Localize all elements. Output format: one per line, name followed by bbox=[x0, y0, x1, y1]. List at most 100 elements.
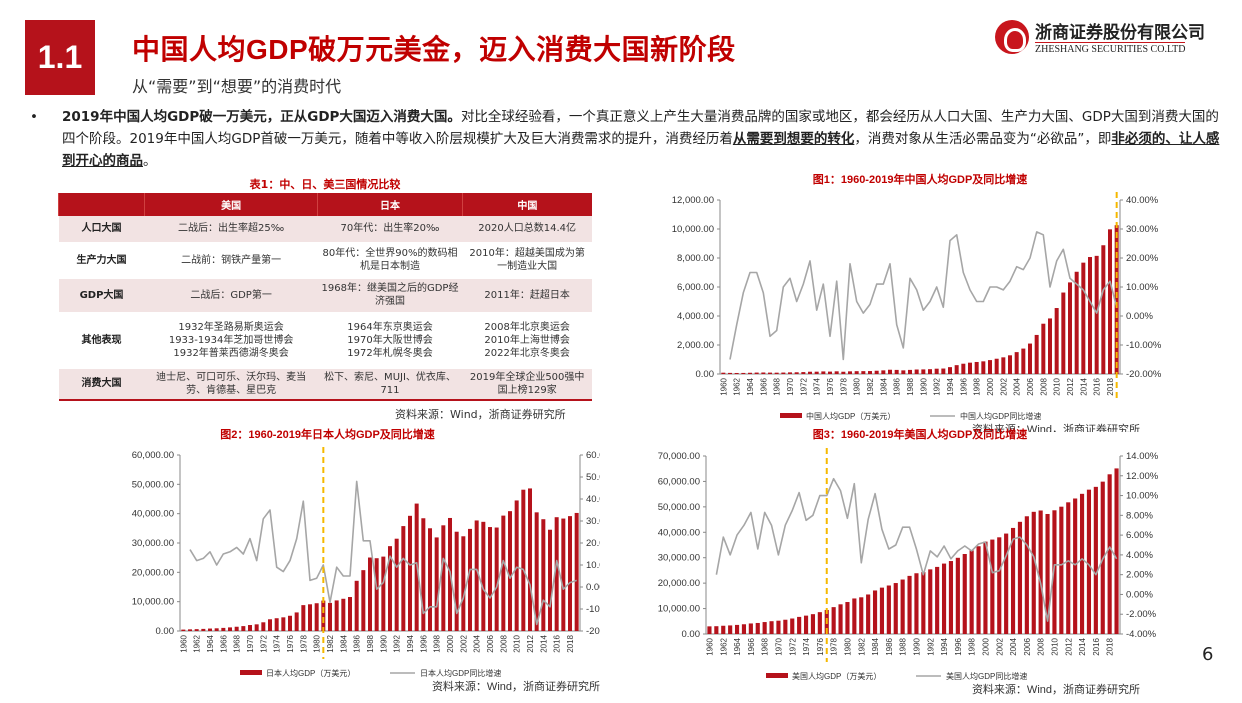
bar bbox=[954, 365, 959, 374]
x-tick-label: 2018 bbox=[1106, 377, 1115, 395]
bar bbox=[845, 602, 850, 634]
bar bbox=[831, 607, 836, 634]
bar bbox=[441, 525, 446, 631]
bar bbox=[1061, 292, 1066, 374]
bar bbox=[914, 573, 919, 634]
bar bbox=[790, 618, 795, 634]
x-tick-label: 1978 bbox=[299, 634, 308, 652]
x-tick-label: 1976 bbox=[826, 377, 835, 395]
bar bbox=[1004, 533, 1009, 634]
x-tick-label: 2012 bbox=[526, 634, 535, 652]
x-tick-label: 1972 bbox=[799, 377, 808, 395]
table-cell: 1932年圣路易斯奥运会 1933-1934年芝加哥世博会 1932年普莱西德湖… bbox=[144, 312, 318, 369]
bar bbox=[314, 603, 319, 631]
page-title: 中国人均GDP破万元美金，迈入消费大国新阶段 bbox=[132, 34, 736, 65]
bar bbox=[1107, 474, 1112, 634]
table-row: 生产力大国 二战前：钢铁产量第一 80年代：全世界90%的数码相机是日本制造 2010… bbox=[58, 242, 592, 279]
y-tick-label: 10,000.00 bbox=[132, 597, 174, 608]
x-tick-label: 2002 bbox=[999, 377, 1008, 395]
bullet-body: 。 bbox=[143, 153, 157, 169]
comparison-table: 美国 日本 中国 人口大国 二战后：出生率超25‰ 70年代：出生率20‰ 2020人… bbox=[58, 193, 592, 401]
bar bbox=[1093, 486, 1098, 634]
bar bbox=[341, 598, 346, 631]
x-tick-label: 2014 bbox=[539, 634, 548, 652]
y2-tick-label: -20.00% bbox=[1126, 369, 1162, 380]
bar bbox=[1079, 493, 1085, 634]
table-cell: 2020人口总数14.4亿 bbox=[462, 216, 592, 243]
table-cell: 松下、索尼、MUJI、优衣库、711 bbox=[317, 368, 463, 401]
bar bbox=[181, 629, 186, 631]
x-tick-label: 2010 bbox=[1053, 377, 1062, 395]
logo-mark-icon bbox=[995, 20, 1029, 54]
bar bbox=[281, 617, 286, 631]
logo-name-cn: 浙商证券股份有限公司 bbox=[1035, 23, 1205, 43]
bar bbox=[374, 558, 379, 631]
bar bbox=[721, 625, 726, 634]
logo-name-en: ZHESHANG SECURITIES CO.LTD bbox=[1035, 42, 1186, 55]
y2-tick-label: 40.00% bbox=[1126, 195, 1159, 206]
x-tick-label: 1990 bbox=[379, 634, 388, 652]
x-tick-label: 1996 bbox=[419, 634, 428, 652]
bar bbox=[1086, 489, 1092, 634]
bar bbox=[768, 372, 772, 374]
x-tick-label: 2000 bbox=[981, 637, 990, 655]
table-cell: 80年代：全世界90%的数码相机是日本制造 bbox=[317, 242, 463, 279]
bar bbox=[841, 371, 846, 374]
bar bbox=[754, 372, 759, 374]
bar bbox=[334, 600, 339, 631]
legend-label: 美国人均GDP（万美元） bbox=[792, 671, 881, 681]
bar bbox=[859, 597, 864, 634]
x-tick-label: 1960 bbox=[719, 377, 728, 395]
bullet-body: ，消费对象从生活必需品变为“必欲品”，即 bbox=[854, 131, 1112, 147]
bar bbox=[783, 619, 788, 634]
x-tick-label: 2012 bbox=[1064, 637, 1073, 655]
x-tick-label: 2008 bbox=[1039, 377, 1048, 395]
table-cell: 2011年：赶超日本 bbox=[462, 278, 592, 313]
bar bbox=[208, 628, 212, 631]
x-tick-label: 2008 bbox=[499, 634, 508, 652]
bar bbox=[755, 622, 760, 634]
table-title: 表1：中、日、美三国情况比较 bbox=[249, 178, 401, 191]
x-tick-label: 2006 bbox=[1026, 377, 1035, 395]
bar bbox=[228, 627, 232, 631]
bar bbox=[928, 569, 933, 634]
chart-china-gdp: 图1：1960-2019年中国人均GDP及同比增速 0.00 2,000.00 4,0… bbox=[640, 170, 1200, 436]
y2-tick-label: 0.00% bbox=[1126, 589, 1153, 600]
bar bbox=[962, 554, 967, 634]
y2-tick-label: 2.00% bbox=[1126, 570, 1153, 581]
table-header bbox=[58, 193, 145, 216]
bar bbox=[461, 536, 466, 631]
bar bbox=[201, 628, 206, 631]
chart-title: 图1：1960-2019年中国人均GDP及同比增速 bbox=[813, 172, 1028, 186]
y2-tick-label: -20.00% bbox=[586, 626, 600, 637]
x-tick-label: 1990 bbox=[919, 377, 928, 395]
legend-label: 日本人均GDP（万美元） bbox=[266, 668, 355, 678]
table-row: GDP大国 二战后：GDP第一 1968年：继美国之后的GDP经济强国 2011年：赶… bbox=[58, 278, 592, 313]
table-header: 中国 bbox=[461, 193, 592, 216]
y-tick-label: 40,000.00 bbox=[658, 527, 700, 538]
y-tick-label: 0.00 bbox=[682, 629, 701, 640]
bar bbox=[1073, 498, 1078, 634]
y-tick-label: 8,000.00 bbox=[677, 253, 714, 264]
x-tick-label: 1974 bbox=[813, 377, 822, 395]
y-tick-label: 30,000.00 bbox=[132, 538, 174, 549]
y-tick-label: 12,000.00 bbox=[672, 195, 714, 206]
bar bbox=[810, 614, 816, 634]
bar bbox=[394, 538, 399, 631]
table-cell: 二战前：钢铁产量第一 bbox=[144, 242, 318, 279]
bar bbox=[428, 528, 432, 631]
x-tick-label: 2012 bbox=[1066, 377, 1075, 395]
page-number: 6 bbox=[1202, 644, 1214, 665]
bullet-dot-icon: • bbox=[30, 109, 38, 125]
x-tick-label: 1966 bbox=[219, 634, 228, 652]
x-tick-label: 2002 bbox=[459, 634, 468, 652]
bar bbox=[728, 372, 732, 374]
bar bbox=[928, 369, 932, 374]
y2-tick-label: 0.00% bbox=[1126, 311, 1153, 322]
bar bbox=[401, 526, 406, 631]
x-tick-label: 1988 bbox=[366, 634, 375, 652]
y-tick-label: 4,000.00 bbox=[677, 311, 714, 322]
x-tick-label: 1968 bbox=[233, 634, 242, 652]
bar bbox=[741, 624, 747, 634]
table-cell: 2010年：超越美国成为第一制造业大国 bbox=[462, 242, 592, 279]
